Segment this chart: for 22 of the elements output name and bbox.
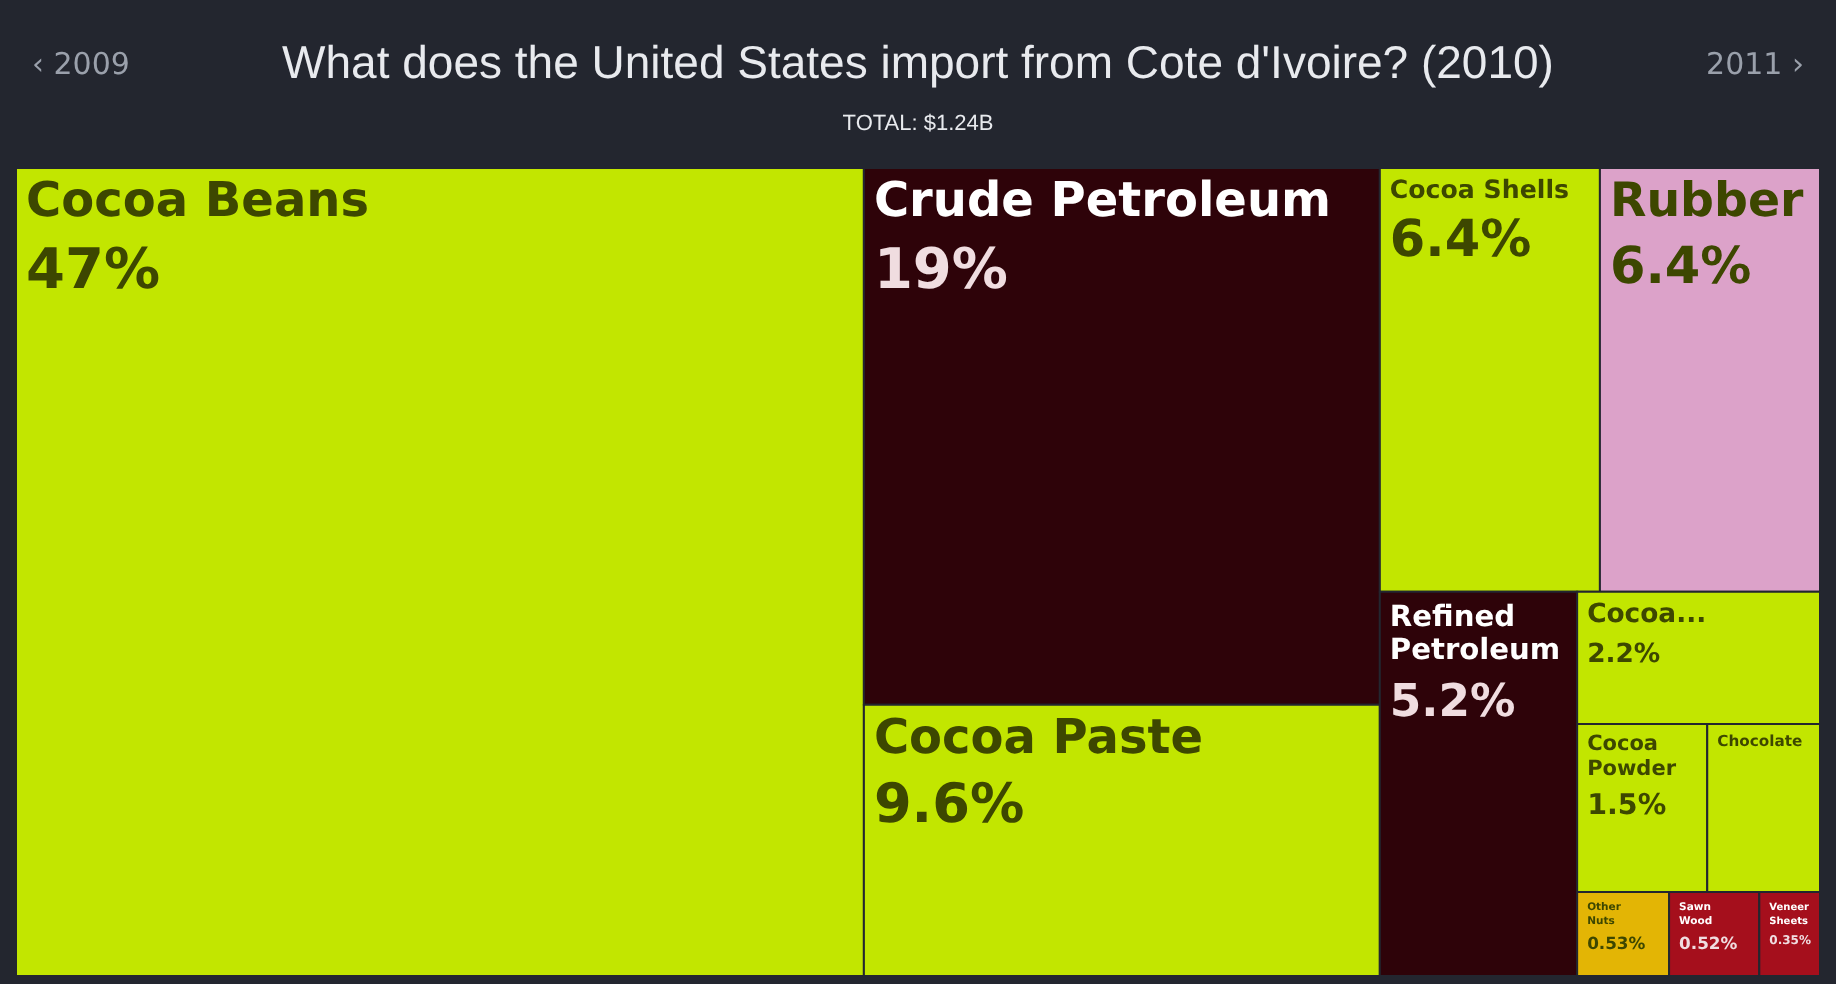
category-label: Cocoa Shells (1389, 174, 1570, 204)
data-label: 0.53% (1587, 933, 1647, 954)
category-label: Rubber (1609, 172, 1805, 228)
text: ‹ 2009 (32, 46, 130, 82)
category-label: Refined Petroleum (1389, 599, 1561, 668)
category-label: Cocoa Beans (26, 172, 370, 228)
data-label: 47% (26, 235, 161, 302)
text: TOTAL: $1.24B (842, 112, 994, 136)
data-label: 6.4% (1609, 236, 1752, 297)
category-label: Cocoa Powder (1587, 731, 1678, 781)
category-label: Cocoa Paste (873, 708, 1203, 765)
category-label: Cocoa... (1587, 599, 1707, 630)
data-label: 9.6% (873, 774, 1025, 837)
data-label: 19% (873, 235, 1008, 302)
text: 2011 › (1706, 46, 1804, 82)
data-label: 0.52% (1679, 933, 1739, 954)
data-label: 1.5% (1587, 790, 1667, 823)
data-label: 6.4% (1389, 210, 1532, 271)
data-label: 2.2% (1587, 639, 1661, 670)
category-label: Crude Petroleum (873, 172, 1332, 228)
data-label: 5.2% (1389, 675, 1516, 728)
text: What does the United States import from Cote d'Ivoire? (2010) (282, 36, 1554, 88)
